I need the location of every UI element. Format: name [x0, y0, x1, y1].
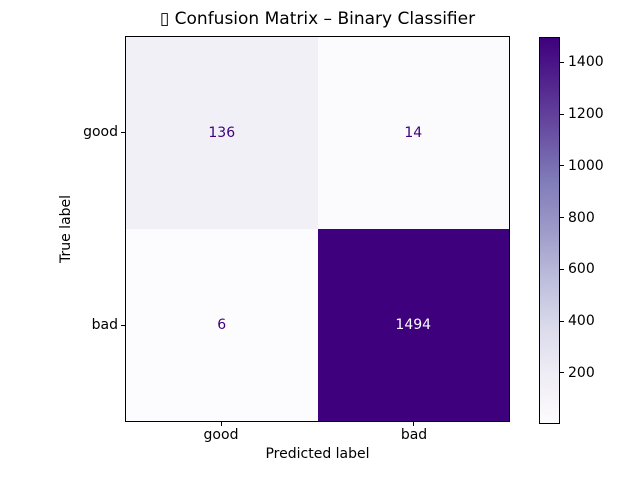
- matrix-cell-true-good-pred-good: 136: [126, 37, 318, 229]
- matrix-cell-true-bad-pred-bad: 1494: [317, 229, 509, 421]
- colorbar-tick-mark: [560, 217, 564, 219]
- colorbar-tick-label: 200: [568, 364, 595, 381]
- matrix-cell-true-good-pred-bad: 14: [317, 37, 509, 229]
- cell-value: 1494: [395, 317, 432, 333]
- x-tick-mark: [413, 422, 414, 426]
- y-tick-mark: [121, 325, 125, 326]
- colorbar-tick-label: 1400: [568, 54, 604, 71]
- x-axis-label: Predicted label: [265, 446, 370, 462]
- heatmap-plot: 136 14 6 1494: [125, 36, 510, 422]
- y-axis-label: True label: [58, 194, 74, 264]
- colorbar-tick-mark: [560, 268, 564, 270]
- matrix-cell-true-bad-pred-good: 6: [126, 229, 318, 421]
- x-tick-label-good: good: [203, 427, 239, 443]
- colorbar-tick-label: 400: [568, 313, 595, 330]
- cell-value: 136: [208, 125, 236, 141]
- colorbar-tick-label: 1000: [568, 157, 604, 174]
- cell-value: 14: [404, 125, 423, 141]
- colorbar-tick-label: 1200: [568, 106, 604, 123]
- colorbar-tick-label: 600: [568, 261, 595, 278]
- y-tick-label-good: good: [83, 124, 118, 140]
- cell-value: 6: [217, 317, 227, 333]
- colorbar-tick-mark: [560, 165, 564, 167]
- y-tick-mark: [121, 132, 125, 133]
- colorbar-tick-mark: [560, 61, 564, 63]
- colorbar-tick-mark: [560, 372, 564, 374]
- colorbar-tick-mark: [560, 113, 564, 115]
- colorbar: [539, 37, 560, 424]
- x-tick-label-bad: bad: [400, 427, 428, 443]
- colorbar-ticks: 200 400 600 800 1000 1200 1400: [560, 38, 630, 423]
- colorbar-tick-mark: [560, 320, 564, 322]
- x-tick-mark: [221, 422, 222, 426]
- y-tick-label-bad: bad: [91, 317, 118, 333]
- colorbar-tick-label: 800: [568, 209, 595, 226]
- chart-title: ▯ Confusion Matrix – Binary Classifier: [159, 9, 476, 29]
